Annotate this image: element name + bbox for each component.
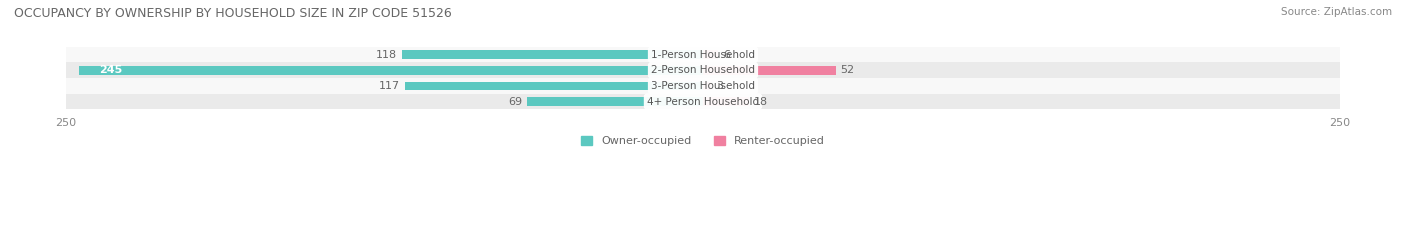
Text: 3: 3 bbox=[716, 81, 723, 91]
Text: 245: 245 bbox=[98, 65, 122, 75]
Bar bbox=[402, 50, 703, 59]
Text: 52: 52 bbox=[841, 65, 855, 75]
Text: 3-Person Household: 3-Person Household bbox=[651, 81, 755, 91]
Bar bbox=[66, 78, 1340, 94]
Bar bbox=[405, 82, 703, 90]
Text: 69: 69 bbox=[508, 96, 522, 106]
Bar bbox=[79, 66, 703, 75]
Text: 117: 117 bbox=[378, 81, 399, 91]
Bar bbox=[703, 66, 835, 75]
Text: 118: 118 bbox=[375, 50, 398, 60]
Legend: Owner-occupied, Renter-occupied: Owner-occupied, Renter-occupied bbox=[581, 136, 825, 146]
Text: 1-Person Household: 1-Person Household bbox=[651, 50, 755, 60]
Text: Source: ZipAtlas.com: Source: ZipAtlas.com bbox=[1281, 7, 1392, 17]
Bar bbox=[703, 82, 710, 90]
Text: 2-Person Household: 2-Person Household bbox=[651, 65, 755, 75]
Bar bbox=[66, 47, 1340, 62]
Bar bbox=[66, 94, 1340, 109]
Bar bbox=[703, 50, 718, 59]
Bar bbox=[703, 97, 749, 106]
Bar bbox=[527, 97, 703, 106]
Text: 4+ Person Household: 4+ Person Household bbox=[647, 96, 759, 106]
Text: 18: 18 bbox=[754, 96, 768, 106]
Bar bbox=[66, 62, 1340, 78]
Text: OCCUPANCY BY OWNERSHIP BY HOUSEHOLD SIZE IN ZIP CODE 51526: OCCUPANCY BY OWNERSHIP BY HOUSEHOLD SIZE… bbox=[14, 7, 451, 20]
Text: 6: 6 bbox=[723, 50, 730, 60]
